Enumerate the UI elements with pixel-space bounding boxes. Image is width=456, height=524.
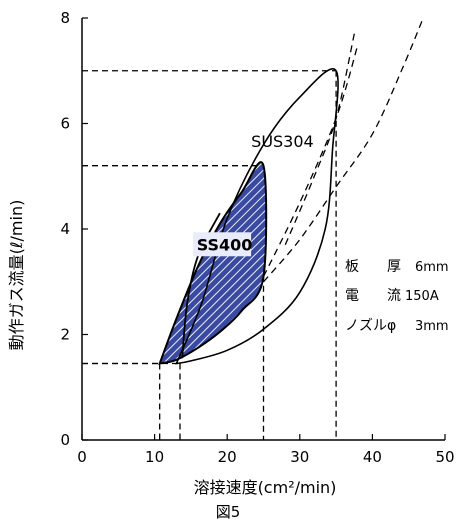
x-tick-label: 20 (218, 448, 237, 466)
x-axis-title: 溶接速度(cm²/min) (194, 478, 337, 497)
sus304-label: SUS304 (251, 132, 314, 151)
y-axis-title: 動作ガス流量(ℓ/min) (7, 200, 26, 351)
x-tick-label: 0 (77, 448, 87, 466)
nozzle-value: 3mm (415, 319, 449, 334)
y-tick-label: 4 (60, 220, 70, 238)
x-tick-label: 10 (145, 448, 164, 466)
y-tick-label: 8 (60, 9, 70, 27)
y-tick-label: 0 (60, 431, 70, 449)
limit-curve (263, 17, 424, 283)
ss400-label: SS400 (197, 235, 253, 254)
current-label: 電 流 (345, 288, 401, 304)
nozzle-label: ノズルφ (345, 318, 396, 334)
sus304-outline (175, 68, 339, 365)
ss400-dashed-boundary (262, 44, 359, 277)
limit-curve (284, 33, 355, 246)
y-tick-label: 6 (60, 115, 70, 133)
x-tick-label: 50 (435, 448, 454, 466)
x-tick-label: 30 (290, 448, 309, 466)
thickness-label: 板 厚 (345, 259, 401, 275)
thickness-value: 6mm (415, 260, 449, 275)
y-tick-label: 2 (60, 326, 70, 344)
ss400-inner-line (181, 212, 221, 359)
current-value: 150A (405, 289, 439, 304)
figure-caption: 図5 (216, 503, 241, 521)
x-tick-label: 40 (363, 448, 382, 466)
ss400-label-bg (193, 232, 252, 257)
